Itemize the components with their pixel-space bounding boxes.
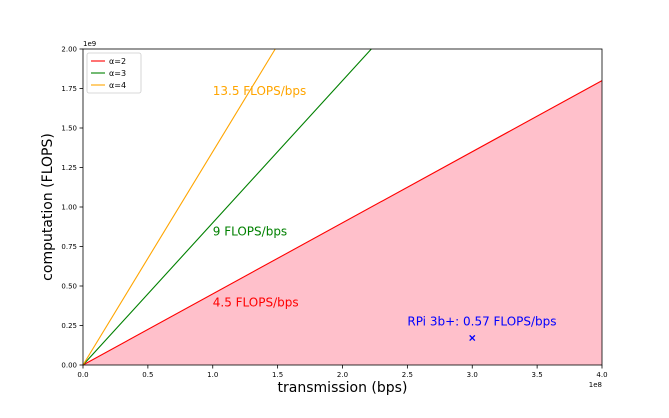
- y-tick-label: 1.25: [61, 164, 77, 172]
- fill-area-layer: [83, 80, 602, 365]
- x-axis-ticks: 0.0 0.5 1.0 1.5 2.0 2.5 3.0 3.5 4.0: [77, 365, 608, 379]
- series-line-layer: [82, 48, 603, 366]
- series-line-1: [82, 80, 603, 366]
- point-layer: [469, 334, 476, 342]
- x-tick-label: 3.5: [532, 371, 543, 379]
- y-tick-label: 2.00: [61, 46, 77, 54]
- y-tick-label: 1.75: [61, 85, 77, 93]
- annotation-4: RPi 3b+: 0.57 FLOPS/bps: [407, 315, 556, 329]
- x-tick-label: 1.5: [272, 371, 283, 379]
- legend-label: α=2: [109, 57, 126, 66]
- legend: α=2 α=3 α=4: [86, 52, 142, 94]
- x-tick-label: 2.0: [337, 371, 348, 379]
- y-tick-label: 0.75: [61, 243, 77, 251]
- series-line-3: [82, 48, 276, 366]
- y-tick-label: 0.25: [61, 322, 77, 330]
- data-point-1: [469, 334, 476, 342]
- legend-item-2: α=3: [91, 69, 126, 78]
- x-tick-label: 2.5: [402, 371, 413, 379]
- annotation-2: 9 FLOPS/bps: [213, 224, 287, 238]
- x-tick-label: 0.5: [142, 371, 153, 379]
- legend-box: [86, 52, 142, 94]
- legend-item-3: α=4: [91, 81, 126, 90]
- x-tick-label: 0.0: [77, 371, 88, 379]
- annotation-1: 13.5 FLOPS/bps: [213, 84, 307, 98]
- series-fill-1: [83, 80, 602, 365]
- x-tick-label: 4.0: [596, 371, 607, 379]
- x-tick-label: 1.0: [207, 371, 218, 379]
- y-axis-offset-label: 1e9: [83, 40, 96, 48]
- y-tick-label: 1.50: [61, 125, 77, 133]
- point-marker-stroke: [469, 334, 476, 342]
- legend-label: α=4: [109, 81, 126, 90]
- y-tick-label: 0.00: [61, 362, 77, 370]
- series-line-2: [82, 48, 372, 366]
- annotation-3: 4.5 FLOPS/bps: [213, 296, 299, 310]
- legend-label: α=3: [109, 69, 126, 78]
- y-axis-ticks: 0.00 0.25 0.50 0.75 1.00 1.25 1.50 1.75 2.00: [61, 46, 83, 370]
- x-axis-label: transmission (bps): [278, 380, 408, 396]
- x-axis-offset-label: 1e8: [589, 381, 602, 389]
- x-tick-label: 3.0: [467, 371, 478, 379]
- y-axis-label: computation (FLOPS): [40, 133, 56, 281]
- legend-item-1: α=2: [91, 57, 126, 66]
- y-tick-label: 1.00: [61, 204, 77, 212]
- annotation-layer: 13.5 FLOPS/bps 9 FLOPS/bps 4.5 FLOPS/bps RP…: [213, 84, 557, 329]
- y-tick-label: 0.50: [61, 283, 77, 291]
